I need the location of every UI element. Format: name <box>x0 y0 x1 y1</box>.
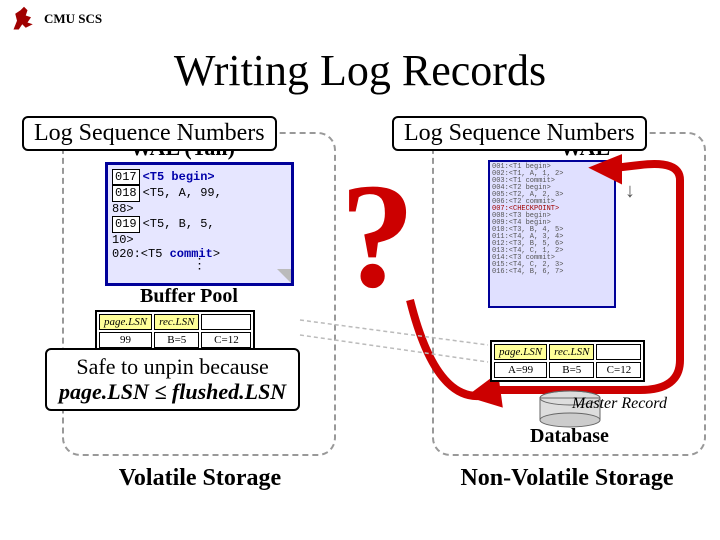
dashed-arrows <box>0 0 720 540</box>
